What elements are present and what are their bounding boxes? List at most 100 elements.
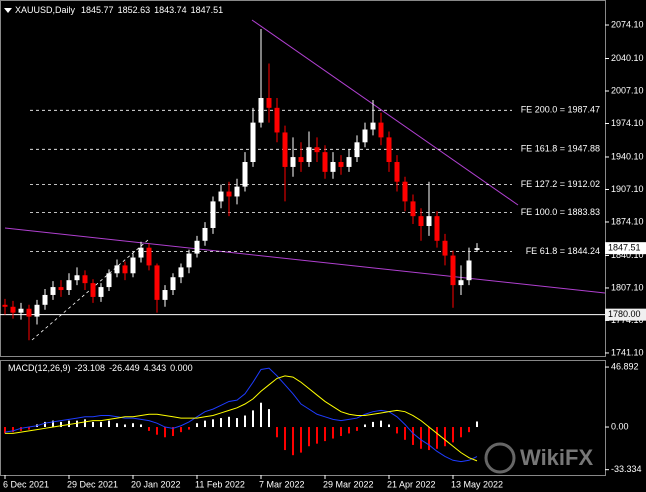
trendline <box>4 227 606 294</box>
y-tick-label: 1940.10 <box>611 151 644 161</box>
candle-body <box>314 147 320 153</box>
y-tick-label: 1741.10 <box>611 347 644 357</box>
macd-bar <box>28 427 30 430</box>
menu-arrow[interactable] <box>4 8 12 13</box>
watermark-text: WikiFX <box>520 445 593 470</box>
candle-body <box>34 304 40 317</box>
fibo-label: FE 127.2 = 1912.02 <box>521 179 600 189</box>
macd-bar <box>340 427 342 436</box>
x-tick-label: 29 Mar 2022 <box>323 479 374 489</box>
macd-bar <box>252 410 254 428</box>
macd-bar <box>148 427 150 431</box>
macd-bar <box>44 421 46 428</box>
x-tick-label: 20 Jan 2022 <box>131 479 181 489</box>
close-value: 1847.51 <box>191 5 224 15</box>
macd-bar <box>188 427 190 430</box>
macd-bar <box>140 424 142 428</box>
candle-body <box>274 107 280 133</box>
candle-body <box>346 157 352 167</box>
symbol: XAUUSD,Daily <box>15 5 76 15</box>
candle-body <box>50 287 56 295</box>
macd-signal: -26.449 <box>109 363 140 373</box>
x-tick-label: 13 May 2022 <box>451 479 503 489</box>
open-value: 1845.77 <box>81 5 114 15</box>
current-price-box <box>605 242 646 255</box>
macd-bar <box>52 420 54 428</box>
macd-bar <box>348 427 350 434</box>
macd-bar <box>388 424 390 428</box>
candle-body <box>114 265 120 274</box>
candle-body <box>442 240 448 256</box>
macd-bar <box>436 427 438 449</box>
macd-bar <box>180 427 182 433</box>
current-price: 1847.51 <box>608 243 641 253</box>
candle-body <box>434 216 440 241</box>
y-tick-label: 2040.10 <box>611 53 644 63</box>
candle-body <box>74 275 80 281</box>
macd-bar <box>172 427 174 436</box>
fibo-label: FE 61.8 = 1844.24 <box>526 246 600 256</box>
candle-body <box>82 275 88 284</box>
macd-bar <box>236 418 238 428</box>
fibo-label: FE 200.0 = 1987.47 <box>521 105 600 115</box>
candle-body <box>226 191 232 197</box>
candle-body <box>218 191 224 202</box>
candle-body <box>42 294 48 305</box>
candle-body <box>466 260 472 281</box>
macd-bar <box>76 420 78 428</box>
candle-body <box>250 122 256 163</box>
candle-body <box>266 97 272 108</box>
candle-body <box>26 308 32 317</box>
candle-body <box>138 247 144 258</box>
macd-bar <box>332 427 334 439</box>
candle-body <box>178 267 184 278</box>
candle-body <box>458 280 464 286</box>
candle-body <box>130 257 136 274</box>
macd-bar <box>460 427 462 438</box>
chart-header: XAUUSD,Daily 1845.77 1852.63 1843.74 1847.51 <box>15 5 223 15</box>
macd-bar <box>132 423 134 428</box>
candle-body <box>162 290 168 300</box>
macd-bar <box>212 419 214 428</box>
candle-body <box>354 142 360 158</box>
y-tick-label: 1840.10 <box>611 250 644 260</box>
x-tick-label: 21 Apr 2022 <box>387 479 436 489</box>
macd-bar <box>420 427 422 449</box>
candle-body <box>10 306 16 313</box>
candle-body <box>122 265 128 274</box>
low-value: 1843.74 <box>154 5 187 15</box>
macd-bar <box>164 427 166 438</box>
y-tick-label: 2074.10 <box>611 19 644 29</box>
macd-bar <box>276 427 278 438</box>
macd-main: -23.108 <box>75 363 106 373</box>
candle-body <box>402 181 408 202</box>
candle-body <box>386 137 392 163</box>
candle-body <box>258 97 264 123</box>
y-tick-label: 1874.10 <box>611 216 644 226</box>
macd-bar <box>444 427 446 447</box>
macd-line <box>4 367 478 463</box>
candle-body <box>186 253 192 268</box>
macd-bar <box>476 421 478 428</box>
macd-bar <box>228 416 230 428</box>
macd-bar <box>92 421 94 428</box>
candle-body <box>306 147 312 163</box>
macd-bar <box>452 427 454 443</box>
macd-bar <box>372 421 374 428</box>
y-tick-label: 1974.10 <box>611 118 644 128</box>
macd-bar <box>204 420 206 428</box>
candle-body <box>242 162 248 187</box>
candle-body <box>450 255 456 286</box>
macd-line <box>5 375 478 462</box>
fibo-label: FE 100.0 = 1883.83 <box>521 207 600 217</box>
macd-bar <box>284 427 286 451</box>
candle-body <box>234 186 240 197</box>
watermark: WikiFX <box>484 442 593 474</box>
macd-bar <box>84 419 86 428</box>
candle-body <box>378 122 384 138</box>
candle-body <box>362 129 368 143</box>
candle-body <box>298 157 304 163</box>
macd-bar <box>324 427 326 442</box>
